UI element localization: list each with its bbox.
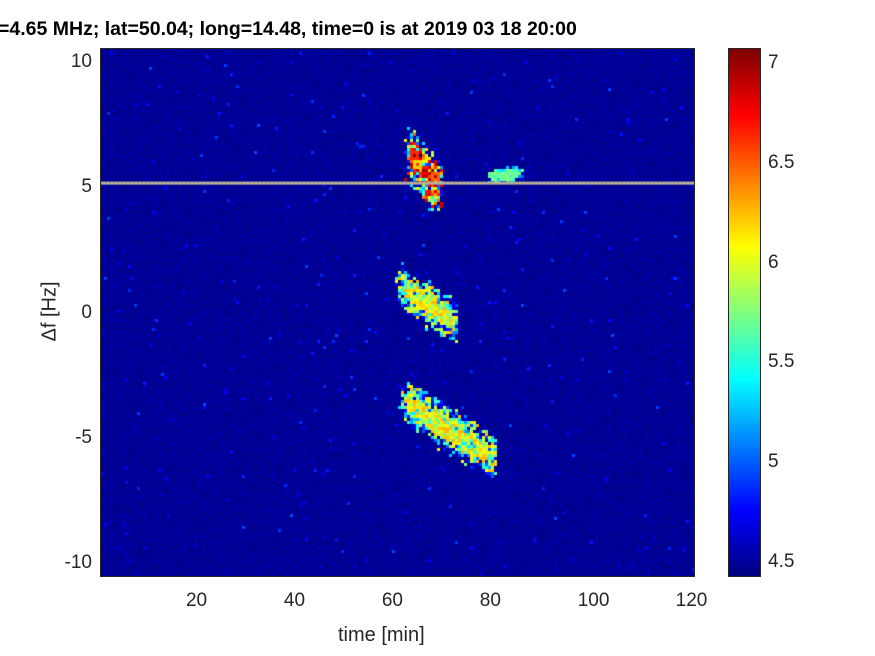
colorbar-tick-label: 6.5 — [768, 151, 795, 173]
y-tick-label: 10 — [70, 51, 92, 73]
x-tick-label: 40 — [283, 590, 306, 611]
y-tick-label: 0 — [81, 301, 92, 323]
x-axis-label: time [min] — [338, 624, 425, 646]
heatmap-image — [101, 49, 694, 576]
colorbar — [728, 48, 761, 577]
x-tick-label: 80 — [479, 590, 501, 611]
y-tick-label: -5 — [75, 427, 92, 449]
plot-area — [100, 48, 695, 577]
x-tick-label: 60 — [381, 590, 403, 611]
y-axis-label: Δf [Hz] — [38, 281, 61, 342]
colorbar-tick-label: 4.5 — [768, 551, 795, 573]
colorbar-gradient — [729, 49, 760, 576]
y-tick-label: 5 — [81, 176, 92, 198]
x-tick-label: 100 — [577, 590, 610, 611]
colorbar-tick-label: 7 — [768, 51, 779, 73]
y-tick-label: -10 — [64, 552, 92, 574]
colorbar-tick-label: 5.5 — [768, 351, 795, 373]
colorbar-tick-label: 6 — [768, 251, 779, 273]
x-tick-label: 20 — [185, 590, 208, 611]
chart-title: =4.65 MHz; lat=50.04; long=14.48, time=0… — [0, 18, 577, 40]
x-tick-label: 120 — [675, 590, 708, 611]
colorbar-tick-label: 5 — [768, 451, 779, 473]
